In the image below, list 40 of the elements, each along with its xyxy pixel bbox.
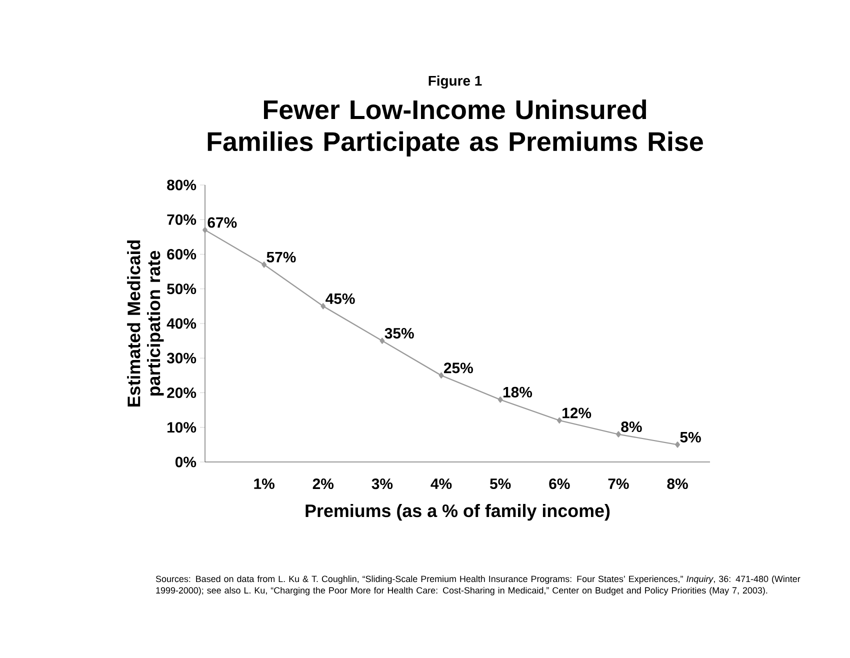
- data-label: 67%: [208, 217, 237, 228]
- data-label: 45%: [326, 293, 355, 304]
- data-label: 12%: [562, 408, 592, 418]
- point: [675, 442, 680, 448]
- chart-title: Fewer Low-Income Uninsured Families Participate as Premiums Rise: [208, 100, 703, 156]
- x-tick-label: 6%: [549, 478, 570, 490]
- x-tick-label: 1%: [254, 478, 274, 490]
- point: [556, 417, 562, 424]
- y-tick-label: 50%: [167, 284, 196, 294]
- x-tick-label: 7%: [608, 478, 629, 490]
- y-tick-label: 70%: [167, 214, 196, 225]
- point: [262, 262, 267, 268]
- x-tick-label: 8%: [667, 478, 688, 490]
- point: [202, 226, 208, 234]
- chart-subtitle: Figure 1: [428, 75, 482, 89]
- x-tick-label: 4%: [430, 478, 452, 490]
- source-note: Sources: Based on data from L. Ku & T. Coughlin, “Sliding-Scale Premium Health Insurance Programs: Four States’ Experiences,” Inquiry, 36: 471-480 (Winter 1999-2000); see also L. Ku, “Charging the Poor More for Health Care: Cost-Sharing in Medicaid,” Center on Budget and Policy Priorities (May 7, 2003).: [156, 576, 800, 596]
- point: [380, 338, 385, 344]
- point: [320, 303, 326, 310]
- y-axis-title: Estimated Medicaid participation rate: [127, 240, 164, 406]
- point: [498, 396, 503, 403]
- data-label: 57%: [266, 252, 296, 262]
- y-tick-label: 30%: [166, 352, 196, 364]
- y-tick-label: 10%: [168, 422, 196, 433]
- data-label: 35%: [384, 328, 414, 339]
- y-tick-label: 80%: [167, 180, 196, 190]
- y-tick-label: 60%: [167, 248, 196, 260]
- point: [438, 372, 444, 379]
- x-tick-label: 5%: [490, 478, 511, 490]
- y-tick-label: 40%: [166, 318, 196, 329]
- data-label: 5%: [680, 432, 701, 442]
- y-tick-label: 20%: [167, 387, 196, 398]
- data-label: 25%: [444, 362, 473, 374]
- x-tick-label: 2%: [312, 478, 334, 490]
- data-label: 18%: [503, 386, 532, 398]
- y-tick-label: 0%: [175, 456, 196, 468]
- x-tick-label: 3%: [372, 478, 393, 490]
- point: [616, 431, 621, 438]
- data-label: 8%: [621, 422, 642, 432]
- x-axis-title: Premiums (as a % of family income): [306, 504, 610, 521]
